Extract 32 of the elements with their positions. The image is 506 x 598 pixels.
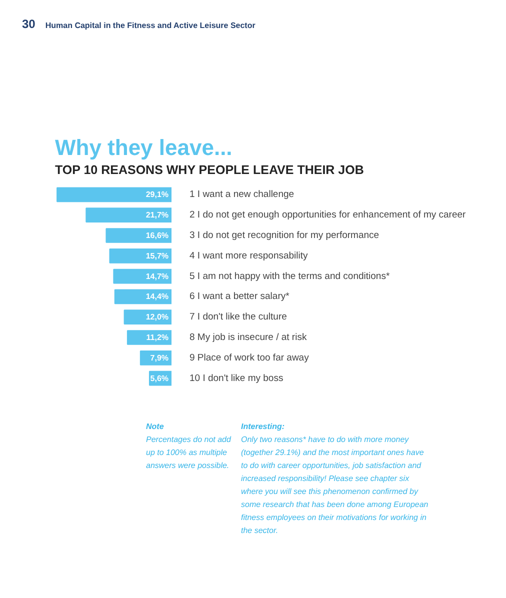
y-tick-label: 4 I want more responsability xyxy=(190,250,308,262)
data-label: 14,7% xyxy=(146,272,169,281)
bar xyxy=(109,248,172,264)
bar xyxy=(86,208,172,223)
y-tick-label: 5 I am not happy with the terms and conditions* xyxy=(190,270,390,282)
data-label: 16,6% xyxy=(146,231,169,240)
chart-title: Why they leave... xyxy=(55,134,232,162)
text: Percentages do not add up to 100% as multiple answers were possible. xyxy=(146,435,231,470)
y-tick-label: 3 I do not get recognition for my performance xyxy=(190,230,380,241)
text: TOP 10 REASONS WHY PEOPLE LEAVE THEIR JOB xyxy=(55,162,364,179)
y-tick-label: 2 I do not get enough opportunities for enhancement of my career xyxy=(190,210,466,221)
data-label: 7,9% xyxy=(150,353,168,362)
y-tick-label: 1 I want a new challenge xyxy=(190,189,294,200)
data-label: 29,1% xyxy=(146,190,169,200)
text: Only two reasons* have to do with more money (together 29.1%) and the most important ones have to do with career opportunities, job satisfaction and increased responsibility! Please see chapter six where you will see this phenomenon confirmed by some research that has been done among European fitness employees on their motivations for working in the sector. xyxy=(241,435,428,535)
y-tick-label: 9 Place of work too far away xyxy=(190,352,310,364)
bar xyxy=(106,228,172,243)
data-label: 15,7% xyxy=(146,251,169,260)
data-label: 11,2% xyxy=(146,333,169,342)
y-tick-label: 7 I don't like the culture xyxy=(190,312,287,323)
data-label: 5,6% xyxy=(150,374,168,383)
bar xyxy=(56,187,172,202)
data-label: 12,0% xyxy=(146,312,169,322)
text: Human Capital in the Fitness and Active Leisure Sector xyxy=(45,21,256,30)
text: Interesting: xyxy=(241,422,285,431)
y-tick-label: 6 I want a better salary* xyxy=(190,291,290,302)
y-tick-label: 10 I don't like my boss xyxy=(190,372,284,384)
text: 30 xyxy=(22,17,36,31)
data-label: 21,7% xyxy=(146,210,169,220)
text: Note xyxy=(146,422,164,431)
data-label: 14,4% xyxy=(146,292,169,302)
y-tick-label: 8 My job is insecure / at risk xyxy=(190,332,307,343)
